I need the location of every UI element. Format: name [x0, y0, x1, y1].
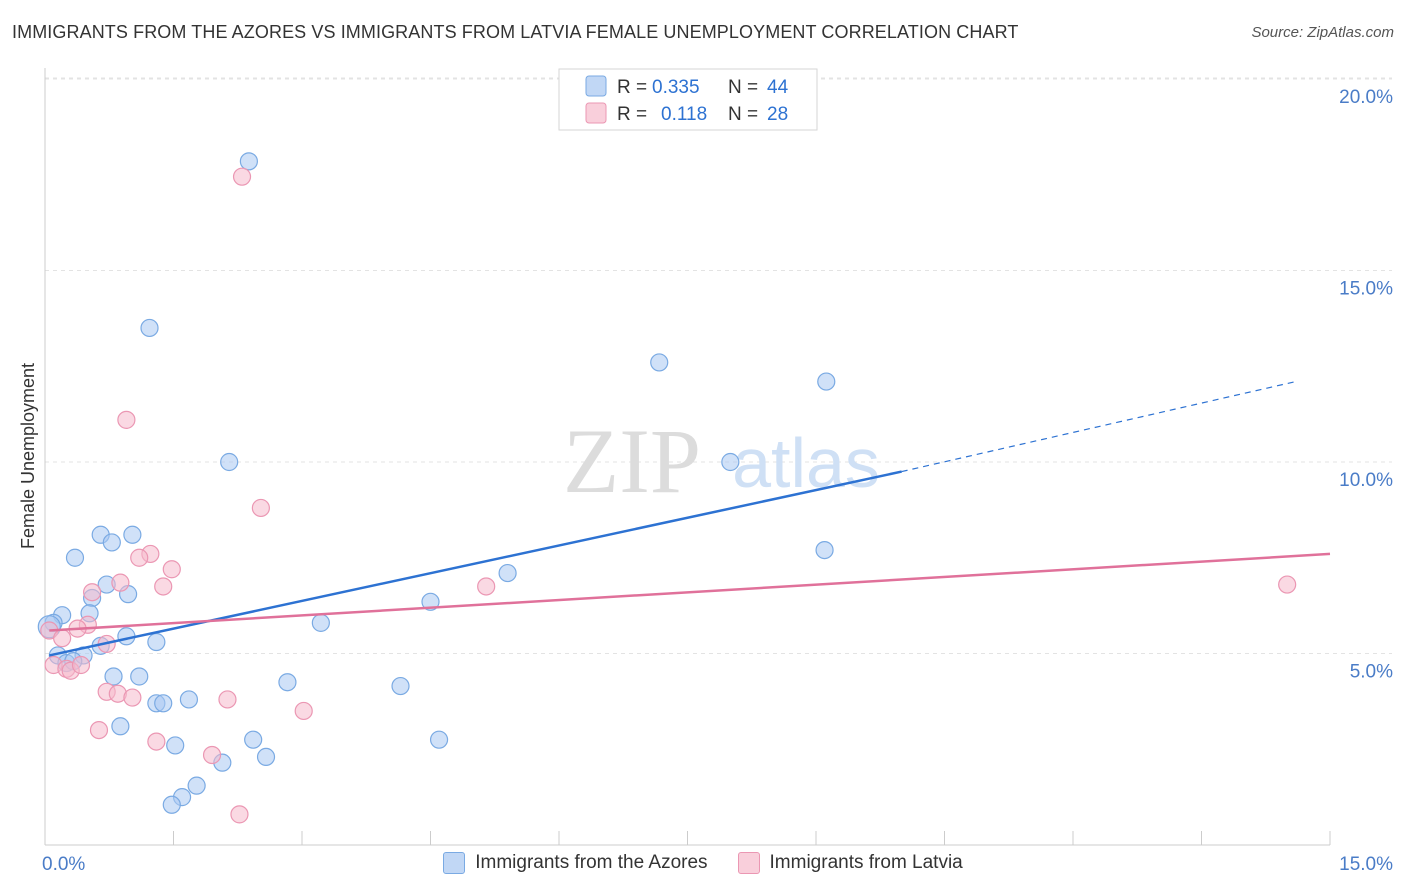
point-azores-4	[220, 452, 239, 472]
point-latvia-19	[71, 655, 91, 675]
point-latvia-9	[1278, 575, 1297, 594]
point-azores-27	[104, 667, 123, 686]
y-tick-label-3: 20.0%	[1339, 87, 1393, 108]
stats-r-value-2: 0.118	[661, 104, 707, 125]
stats-swatch-pink	[585, 102, 607, 124]
point-azores-7	[123, 525, 142, 544]
legend-label-azores: Immigrants from the Azores	[475, 852, 708, 873]
point-azores-3	[817, 372, 836, 391]
stats-r-label-1: R =	[617, 77, 647, 98]
point-azores-28	[130, 667, 149, 686]
x-tick-label-0: 0.0%	[42, 854, 85, 875]
y-tick-label-0: 5.0%	[1350, 662, 1393, 683]
legend-item-azores: Immigrants from the Azores	[443, 852, 708, 874]
point-latvia-5	[162, 560, 181, 579]
point-azores-33	[179, 690, 199, 709]
y-tick-label-2: 15.0%	[1339, 279, 1393, 300]
legend-label-latvia: Immigrants from Latvia	[769, 852, 963, 873]
trend-line-latvia	[49, 552, 1331, 632]
point-latvia-25	[89, 720, 109, 740]
point-azores-32	[154, 694, 173, 713]
point-azores-11	[498, 563, 517, 583]
axes	[44, 68, 1331, 846]
watermark-zip: ZIP	[563, 410, 701, 512]
legend-item-latvia: Immigrants from Latvia	[737, 852, 963, 874]
stats-legend: R = 0.335 N = 44 R = 0.118 N = 28	[558, 68, 818, 131]
point-azores-8	[102, 533, 121, 552]
stats-n-value-2: 28	[767, 104, 788, 125]
point-latvia-28	[230, 805, 249, 824]
data-points	[37, 152, 1297, 824]
stats-n-label-1: N =	[728, 77, 758, 98]
trend-lines	[49, 380, 1331, 657]
point-latvia-24	[294, 701, 313, 721]
trend-line-azores	[49, 470, 902, 657]
point-latvia-8	[477, 577, 496, 596]
point-azores-5	[721, 452, 740, 472]
point-azores-29	[278, 673, 297, 692]
point-latvia-10	[83, 583, 102, 602]
chart-title: IMMIGRANTS FROM THE AZORES VS IMMIGRANTS…	[12, 22, 1019, 42]
stats-n-value-1: 44	[767, 77, 789, 98]
point-latvia-22	[123, 688, 142, 707]
point-latvia-1	[117, 410, 136, 429]
point-azores-38	[256, 747, 276, 767]
point-azores-40	[187, 776, 206, 795]
stats-n-label-2: N =	[728, 104, 758, 125]
point-azores-35	[244, 730, 263, 749]
watermark-atlas: atlas	[732, 424, 880, 502]
point-azores-2	[650, 353, 669, 372]
point-azores-9	[815, 540, 834, 560]
point-azores-1	[140, 318, 159, 338]
point-latvia-6	[111, 573, 130, 592]
point-latvia-0	[232, 167, 252, 186]
point-azores-37	[429, 730, 449, 749]
y-axis-label: Female Unemployment	[18, 363, 38, 549]
point-azores-36	[166, 736, 185, 755]
tick-labels: 5.0% 10.0% 15.0% 20.0% 0.0% 15.0%	[42, 87, 1393, 875]
point-latvia-2	[251, 498, 270, 518]
point-azores-10	[65, 548, 85, 567]
stats-r-label-2: R =	[617, 104, 647, 125]
point-azores-42	[162, 795, 181, 814]
y-tick-label-1: 10.0%	[1339, 470, 1393, 491]
series-legend: Immigrants from the Azores Immigrants fr…	[0, 852, 1406, 874]
point-latvia-23	[218, 690, 237, 709]
x-tick-label-1: 15.0%	[1339, 854, 1393, 875]
point-latvia-14	[53, 629, 72, 648]
point-azores-34	[111, 717, 130, 736]
legend-swatch-latvia	[737, 852, 760, 874]
trend-line-azores-extension	[901, 380, 1296, 473]
point-azores-0	[239, 152, 258, 171]
stats-r-value-1: 0.335	[652, 77, 700, 98]
legend-swatch-azores	[443, 852, 466, 874]
point-azores-19	[311, 613, 330, 632]
point-latvia-4	[130, 548, 149, 567]
point-latvia-7	[154, 577, 173, 596]
point-azores-15	[421, 592, 440, 611]
point-latvia-26	[147, 732, 166, 751]
watermark: ZIP atlas	[563, 410, 880, 512]
stats-swatch-blue	[585, 75, 607, 97]
point-azores-30	[391, 676, 410, 696]
point-latvia-27	[202, 745, 222, 765]
source-label: Source: ZipAtlas.com	[1251, 24, 1394, 41]
point-azores-22	[147, 632, 166, 652]
